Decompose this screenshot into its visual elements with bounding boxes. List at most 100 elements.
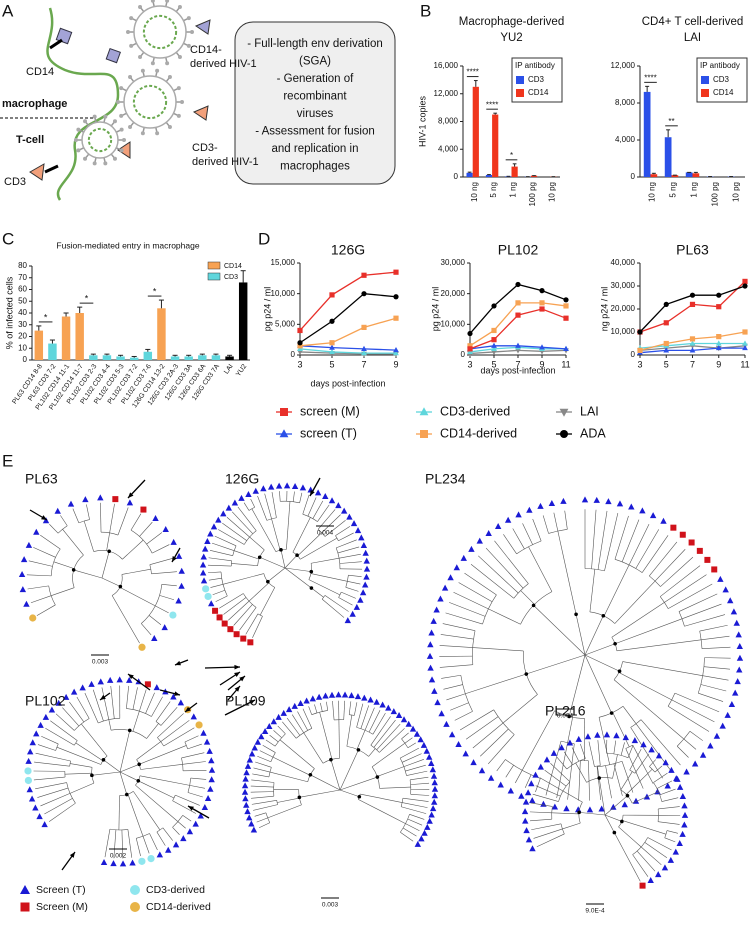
branch xyxy=(51,587,75,596)
marker xyxy=(297,343,303,349)
branch xyxy=(271,518,281,551)
marker xyxy=(715,340,722,346)
membrane xyxy=(46,7,120,201)
branch xyxy=(450,702,469,711)
node xyxy=(297,795,302,800)
legend-marker xyxy=(20,885,30,894)
label: CD14 xyxy=(26,66,54,78)
env-receptor xyxy=(194,19,211,35)
tip xyxy=(429,805,437,812)
tip xyxy=(405,720,412,727)
branch xyxy=(321,598,345,618)
branch xyxy=(701,635,730,641)
tip xyxy=(25,757,32,764)
branch xyxy=(622,661,703,676)
tip xyxy=(344,617,352,624)
tip xyxy=(731,689,739,696)
tip xyxy=(200,729,207,736)
tip xyxy=(161,624,168,631)
tip xyxy=(243,801,250,808)
tip xyxy=(507,787,515,794)
marker xyxy=(563,315,569,321)
branch xyxy=(404,737,413,744)
branch xyxy=(130,513,142,531)
tip xyxy=(409,725,417,732)
tip xyxy=(367,696,374,703)
branch xyxy=(76,696,90,719)
marker xyxy=(361,345,367,351)
branch xyxy=(368,748,376,757)
y-axis-label: % of infected cells xyxy=(4,276,14,349)
branch xyxy=(41,735,59,745)
x-tick-label: 9 xyxy=(539,359,544,369)
virus-spike-head xyxy=(83,119,88,124)
branch xyxy=(237,506,257,531)
branch xyxy=(520,590,535,605)
branch xyxy=(321,595,326,600)
tip xyxy=(100,859,108,866)
marker xyxy=(420,430,428,438)
arrow-head xyxy=(234,664,240,670)
line xyxy=(469,302,567,347)
branch xyxy=(62,529,84,556)
branch xyxy=(472,630,476,665)
tip xyxy=(116,676,123,683)
node xyxy=(524,672,529,676)
tip xyxy=(670,524,677,531)
branch xyxy=(699,624,728,632)
branch xyxy=(330,759,341,791)
tree xyxy=(199,482,371,646)
branch xyxy=(338,597,353,606)
branch xyxy=(449,602,486,617)
tip xyxy=(126,676,133,683)
legend-label: CD14 xyxy=(528,88,549,97)
branch xyxy=(214,535,237,547)
branch xyxy=(704,657,731,659)
tip xyxy=(24,767,32,775)
branch xyxy=(257,613,263,617)
tree-title: PL63 xyxy=(25,471,58,487)
marker xyxy=(742,344,748,351)
marker xyxy=(663,320,669,326)
y-tick-label: 50 xyxy=(18,296,27,305)
branch xyxy=(273,730,282,738)
branch xyxy=(550,763,571,782)
branch xyxy=(620,742,625,756)
tip xyxy=(280,709,287,716)
marker xyxy=(715,344,722,351)
arrow-head xyxy=(128,674,134,680)
tip xyxy=(719,722,726,729)
branch xyxy=(536,833,565,848)
branch xyxy=(580,743,586,759)
branch xyxy=(117,507,129,536)
branch xyxy=(465,673,527,695)
branch xyxy=(379,786,411,789)
branch xyxy=(622,820,667,835)
tip xyxy=(354,527,362,534)
bar xyxy=(466,172,473,177)
branch xyxy=(556,756,568,770)
branch xyxy=(613,740,617,754)
branch xyxy=(181,752,205,759)
branch xyxy=(494,540,529,584)
bar xyxy=(157,308,166,360)
branch xyxy=(338,532,354,542)
receptor-stalk xyxy=(49,38,63,50)
tip xyxy=(395,711,403,718)
branch xyxy=(347,581,361,585)
y-tick-label: 80 xyxy=(18,261,27,270)
branch xyxy=(440,634,474,640)
arrow-head xyxy=(172,556,177,562)
branch xyxy=(621,761,634,793)
tip xyxy=(428,629,435,636)
tip xyxy=(558,744,565,751)
node xyxy=(613,641,617,646)
branch xyxy=(598,777,606,816)
branch xyxy=(265,739,276,747)
branch xyxy=(568,654,586,717)
node xyxy=(257,555,262,560)
tip xyxy=(679,792,687,799)
tip xyxy=(566,739,574,746)
branch xyxy=(336,539,357,549)
tip xyxy=(640,741,647,748)
